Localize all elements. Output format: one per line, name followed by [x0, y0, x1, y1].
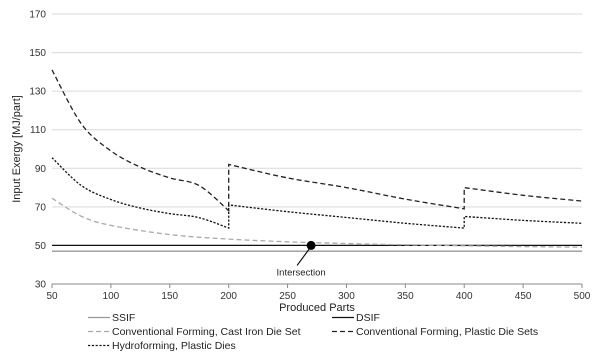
y-tick-label: 110	[30, 125, 46, 136]
legend-label-ssif: SSIF	[112, 312, 135, 324]
series-line-conventional-forming-plastic-die-sets	[51, 69, 583, 213]
x-tick-label: 200	[220, 291, 237, 302]
y-tick-label: 150	[29, 48, 46, 59]
y-tick-label: 130	[29, 87, 46, 98]
x-tick-label: 350	[397, 291, 414, 302]
x-tick-label: 500	[574, 291, 591, 302]
x-axis-label: Produced Parts	[279, 302, 355, 314]
series-line-hydroforming-plastic-dies	[51, 157, 583, 230]
series-line-conventional-forming-cast-iron-die-set	[51, 197, 583, 248]
legend-label-hydroforming-plastic-dies: Hydroforming, Plastic Dies	[112, 340, 236, 352]
axes	[51, 283, 583, 288]
legend: SSIF DSIF Conventional Forming, Cast Iron …	[88, 312, 538, 352]
x-tick-label: 150	[161, 291, 178, 302]
y-tick-label: 70	[35, 202, 47, 213]
intersection-marker	[306, 240, 316, 250]
x-tick-label: 50	[46, 291, 58, 302]
y-tick-label: 30	[35, 280, 47, 291]
x-tick-label: 100	[103, 291, 120, 302]
x-tick-label: 400	[456, 291, 473, 302]
y-tick-label: 50	[35, 241, 47, 252]
y-tick-label: 170	[29, 10, 46, 21]
annotation-label: Intersection	[277, 267, 326, 278]
legend-label-conventional-forming-plastic-die-sets: Conventional Forming, Plastic Die Sets	[356, 326, 538, 338]
annotation-arrow	[296, 248, 311, 266]
legend-label-conventional-forming-cast-iron-die-set: Conventional Forming, Cast Iron Die Set	[112, 326, 301, 338]
y-tick-label: 90	[35, 164, 47, 175]
x-tick-label: 450	[515, 291, 532, 302]
annotations: Intersection	[277, 240, 326, 278]
y-axis-label: Input Exergy [MJ/part]	[11, 95, 23, 203]
x-tick-label: 250	[279, 291, 296, 302]
series-group	[51, 69, 583, 252]
legend-label-dsif: DSIF	[356, 312, 380, 324]
x-tick-label: 300	[338, 291, 355, 302]
